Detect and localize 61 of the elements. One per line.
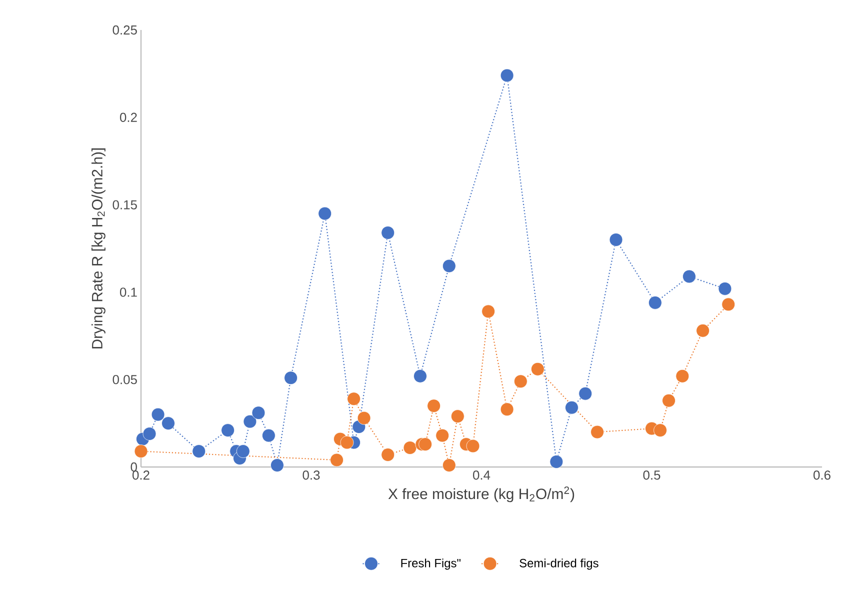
x-tick-label: 0.6 <box>814 470 830 480</box>
point <box>142 427 156 440</box>
point <box>482 304 496 318</box>
point <box>722 298 736 312</box>
point <box>347 392 361 406</box>
point <box>565 400 578 414</box>
x-axis-title: X free moisture (kg H$_{2}$O/m$^{2}$) <box>388 486 574 502</box>
y-axis-title: Drying Rate R [kg H$_{2}$O/(m2.h)] <box>92 148 106 348</box>
point <box>403 441 417 454</box>
point <box>466 439 480 453</box>
point <box>357 411 371 425</box>
point <box>381 226 395 240</box>
point <box>221 424 235 437</box>
point <box>436 428 450 442</box>
x-tick-label: 0.2 <box>132 470 150 480</box>
x-tick-label: 0.3 <box>302 470 320 480</box>
y-tick-label: 0.25 <box>112 25 137 35</box>
y-tick-label: 0.1 <box>120 288 137 297</box>
point <box>330 453 344 467</box>
point <box>718 282 732 296</box>
point <box>414 369 427 383</box>
point <box>340 436 354 450</box>
y-tick-label: 0.2 <box>120 112 137 122</box>
point <box>427 399 441 413</box>
point <box>262 428 276 442</box>
y-tick-label: 0.15 <box>112 200 137 210</box>
point <box>252 406 266 420</box>
point <box>654 424 667 437</box>
point <box>284 371 298 385</box>
point <box>381 448 395 462</box>
point <box>514 374 528 388</box>
x-tick-label: 0.5 <box>643 470 660 480</box>
point <box>442 458 456 472</box>
point <box>134 444 148 458</box>
point <box>236 444 250 458</box>
point <box>450 410 464 424</box>
point <box>648 296 662 310</box>
legend-label: Semi-dried figs <box>520 558 598 570</box>
point <box>192 444 206 458</box>
point <box>676 369 690 383</box>
point <box>609 233 623 246</box>
legend-label: Fresh Figs" <box>401 558 460 570</box>
point <box>243 414 257 428</box>
point <box>550 455 564 468</box>
y-tick-label: 0 <box>130 462 137 472</box>
point <box>418 438 432 451</box>
point <box>162 416 175 430</box>
point <box>590 425 604 439</box>
point <box>530 362 544 376</box>
point <box>696 324 710 338</box>
point <box>578 386 592 400</box>
point <box>500 402 514 416</box>
point <box>500 68 514 82</box>
point <box>318 206 332 220</box>
point <box>270 458 284 472</box>
y-tick-label: 0.05 <box>112 375 137 384</box>
point <box>151 408 165 422</box>
point <box>682 270 696 284</box>
point <box>662 394 676 408</box>
x-tick-label: 0.4 <box>473 470 490 480</box>
point <box>442 259 456 273</box>
